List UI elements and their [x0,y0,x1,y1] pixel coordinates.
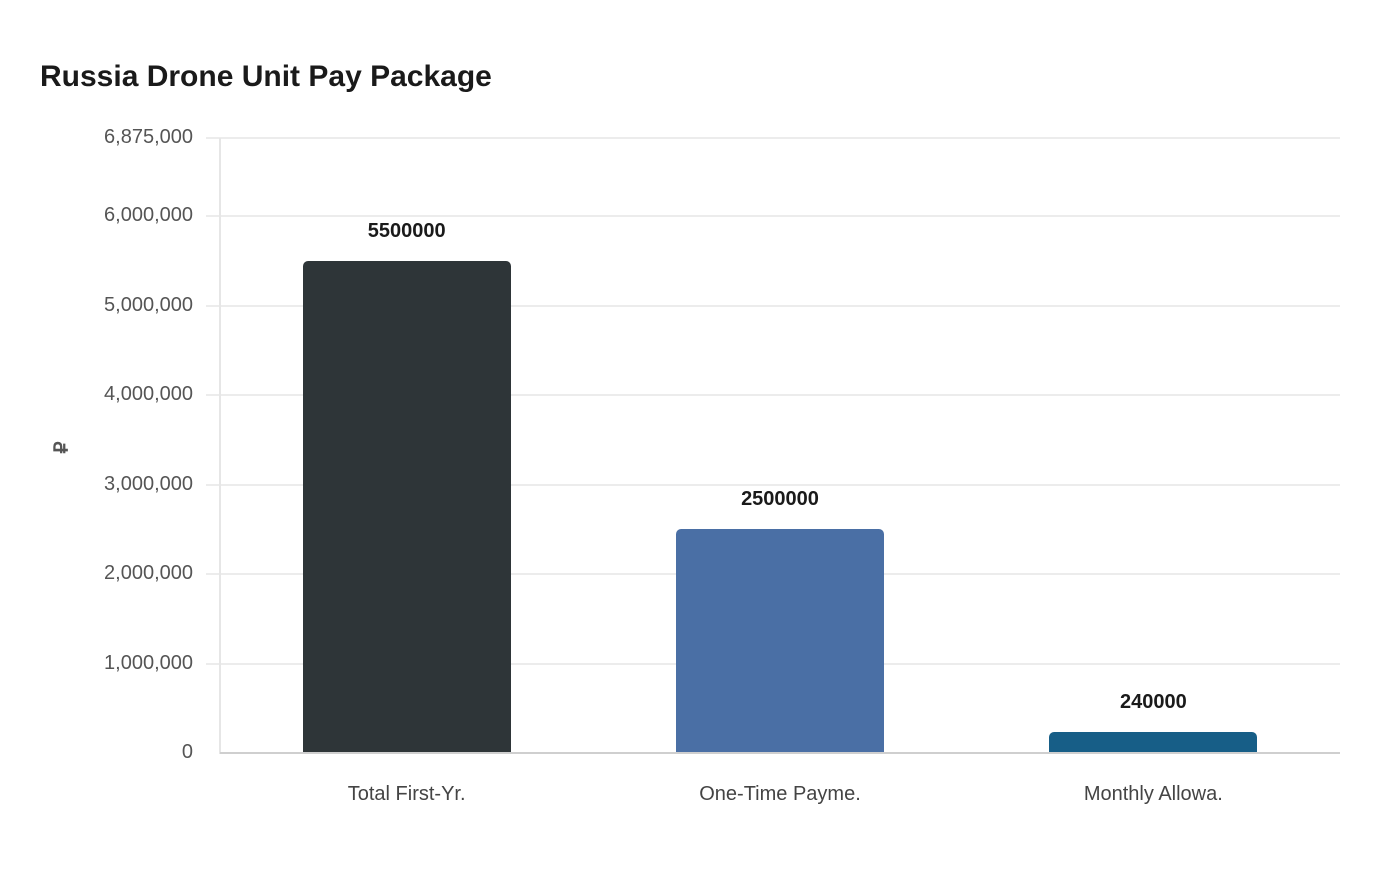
chart-title: Russia Drone Unit Pay Package [40,60,492,93]
y-axis-label: ₽ [51,441,73,454]
y-tick-label: 6,875,000 [104,126,193,148]
y-tick-label: 1,000,000 [104,651,193,674]
y-tick-label: 5,000,000 [104,293,193,316]
y-tick-label: 2,000,000 [104,562,193,585]
y-tick-label: 4,000,000 [104,383,193,406]
gridline [206,215,1340,218]
y-axis-line [219,138,221,754]
bar-value-label: 240000 [1119,690,1187,713]
x-axis-line [220,752,1340,754]
x-category-label: Total First-Yr. [347,783,466,805]
bar-value-label: 2500000 [741,488,819,511]
bar[interactable] [1049,731,1258,753]
gridline [206,483,1340,486]
y-tick-label: 0 [181,741,193,763]
y-tick-label: 6,000,000 [104,204,193,227]
bar[interactable] [676,529,884,753]
y-tick-label: 3,000,000 [104,472,193,495]
gridline [206,304,1340,307]
gridline [206,137,1340,139]
gridline [206,394,1340,397]
x-category-label: One-Time Payme. [699,783,861,805]
bar-value-label: 5500000 [367,220,446,242]
bar[interactable] [302,261,511,753]
x-category-label: Monthly Allowa. [1083,783,1223,805]
